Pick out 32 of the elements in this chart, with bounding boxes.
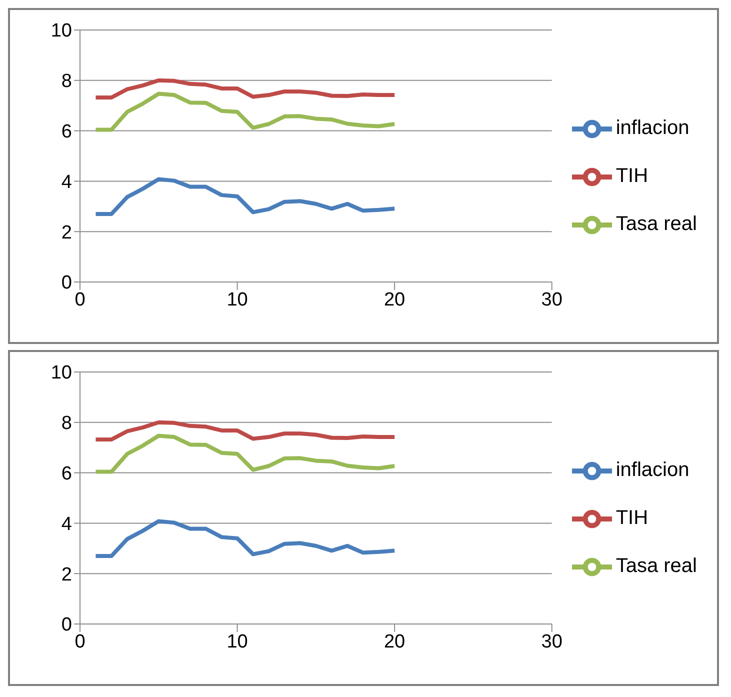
x-tick-label: 0 xyxy=(74,631,86,652)
legend-label: inflacion xyxy=(616,117,690,139)
y-tick-label: 6 xyxy=(61,122,72,143)
x-tick-label: 10 xyxy=(226,289,248,310)
legend-label: Tasa real xyxy=(616,555,697,577)
y-tick-label: 4 xyxy=(61,172,72,193)
legend-label: inflacion xyxy=(616,459,690,481)
line-series xyxy=(94,434,397,474)
y-tick-label: 2 xyxy=(61,564,72,586)
y-tick-label: 8 xyxy=(61,413,72,434)
legend-label: Tasa real xyxy=(616,213,697,235)
x-tick-label: 30 xyxy=(541,289,562,310)
y-tick-label: 10 xyxy=(50,362,72,384)
legend-label: TIH xyxy=(616,507,648,529)
x-tick-label: 20 xyxy=(384,289,406,310)
y-tick-label: 8 xyxy=(61,71,72,92)
x-tick-label: 0 xyxy=(74,289,86,310)
line-series xyxy=(94,92,397,132)
line-series xyxy=(94,78,397,100)
y-tick-label: 4 xyxy=(61,514,72,535)
x-tick-label: 30 xyxy=(541,631,562,652)
legend-label: TIH xyxy=(616,165,648,187)
y-tick-label: 0 xyxy=(61,614,72,636)
line-series xyxy=(94,177,397,216)
line-series xyxy=(94,420,397,442)
x-tick-label: 20 xyxy=(384,631,406,652)
y-tick-label: 0 xyxy=(61,272,72,294)
y-tick-label: 10 xyxy=(50,20,72,42)
line-series xyxy=(94,519,397,558)
y-tick-label: 2 xyxy=(61,222,72,244)
y-tick-label: 6 xyxy=(61,464,72,485)
x-tick-label: 10 xyxy=(226,631,248,652)
